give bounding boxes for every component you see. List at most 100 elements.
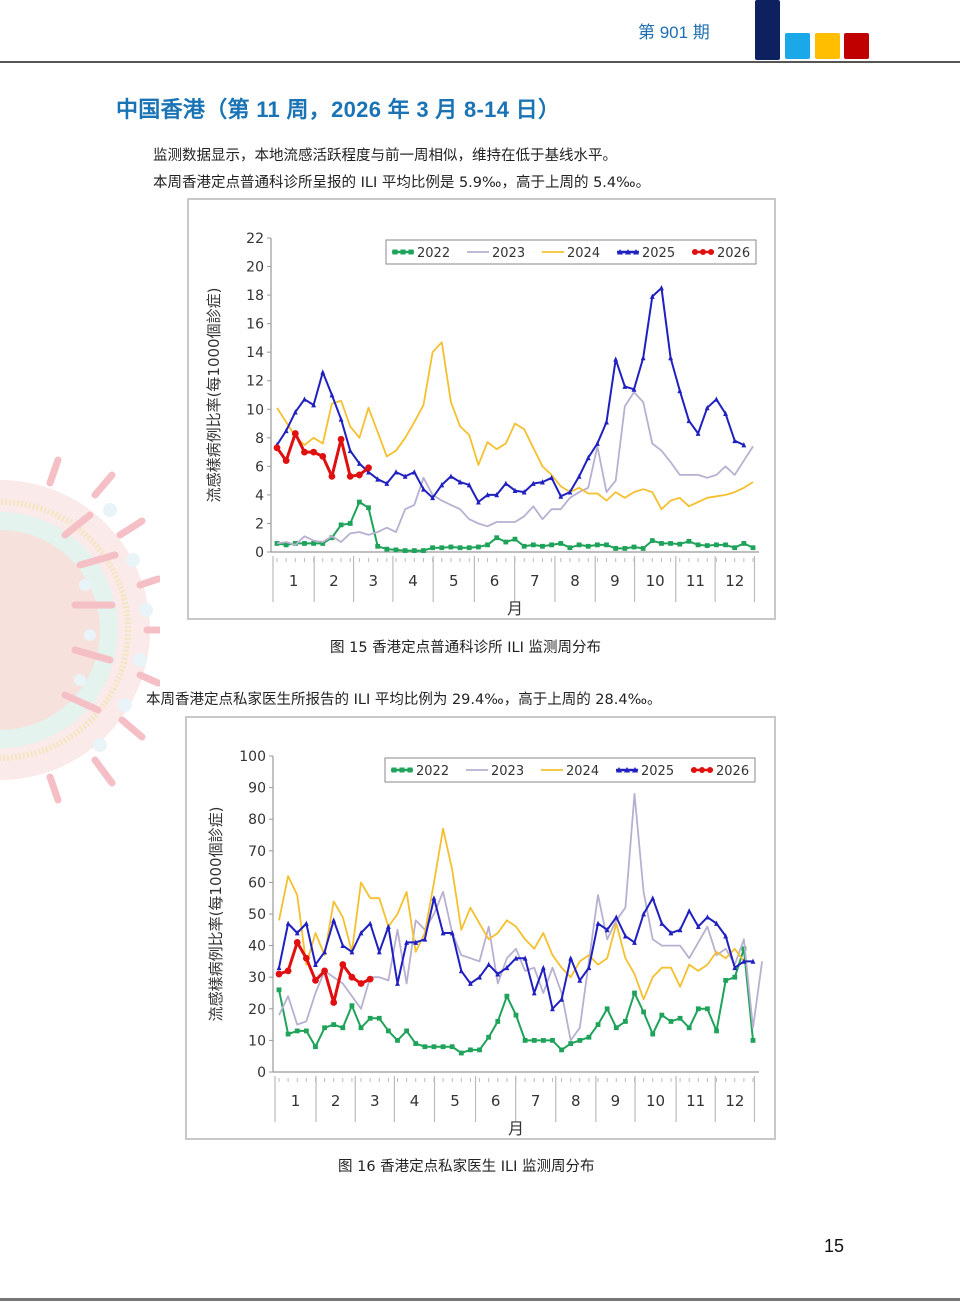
month-label: 2 [329, 572, 339, 590]
x-axis-label: 月 [508, 1119, 524, 1138]
legend-item-2024: 2024 [541, 764, 599, 779]
series-2024 [276, 341, 754, 511]
footer-divider [0, 1298, 960, 1301]
issue-number: 第 901 期 [638, 23, 710, 42]
y-tick-label: 14 [246, 345, 264, 361]
section-title: 中国香港（第 11 周，2026 年 3 月 8-14 日） [116, 97, 561, 122]
figure-16-frame: 0 10 20 30 40 50 60 70 80 90 100 1 2 3 4 5 6 7 8 9 10 11 12 月流感… [185, 716, 776, 1140]
series-2023 [276, 391, 754, 546]
y-tick-label: 2 [255, 516, 264, 532]
chart-legend: 2022 2023 2024 2025 2026 [385, 239, 757, 265]
svg-text:2026: 2026 [716, 764, 749, 779]
legend-item-2026: 2026 [691, 764, 749, 779]
logo-bar-cyan [785, 33, 810, 59]
month-label: 4 [408, 572, 418, 590]
y-tick-label: 12 [246, 374, 264, 390]
month-label: 9 [611, 1092, 621, 1110]
series-2025 [274, 285, 747, 505]
y-tick-label: 10 [246, 402, 264, 418]
month-label: 12 [725, 1092, 744, 1110]
month-label: 10 [646, 1092, 665, 1110]
y-tick-label: 0 [257, 1065, 266, 1081]
figure-15-frame: 0 2 4 6 8 10 12 14 16 18 20 22 1 2 3 4 5 6 7 8 9 10 11 12 月流感樣病例… [187, 198, 776, 620]
y-tick-label: 6 [255, 459, 264, 475]
series-2022 [274, 499, 756, 553]
y-tick-label: 40 [248, 939, 266, 955]
private-doctor-ili-paragraph: 本周香港定点私家医生所报告的 ILI 平均比例为 29.4‰，高于上周的 28.… [146, 692, 662, 708]
legend-item-2022: 2022 [392, 246, 450, 261]
series-2026 [275, 939, 374, 1006]
legend-item-2025: 2025 [617, 246, 675, 261]
summary-paragraph: 监测数据显示，本地流感活跃程度与前一周相似，维持在低于基线水平。 [153, 148, 617, 164]
y-tick-label: 60 [248, 875, 266, 891]
y-tick-label: 80 [248, 812, 266, 828]
y-axis-label: 流感樣病例比率(每1000個診症) [205, 288, 223, 503]
series-2026 [273, 430, 372, 480]
month-label: 5 [450, 1092, 460, 1110]
chart-legend: 2022 2023 2024 2025 2026 [384, 757, 756, 783]
series-2024 [278, 827, 745, 1001]
y-tick-label: 22 [246, 231, 264, 247]
svg-text:2024: 2024 [566, 764, 599, 779]
legend-item-2022: 2022 [391, 764, 449, 779]
svg-text:2025: 2025 [641, 764, 674, 779]
month-label: 1 [289, 572, 299, 590]
y-tick-label: 30 [248, 970, 266, 986]
month-label: 2 [331, 1092, 341, 1110]
svg-text:2023: 2023 [492, 246, 525, 261]
svg-text:2023: 2023 [491, 764, 524, 779]
month-label: 12 [725, 572, 744, 590]
series-2023 [278, 793, 763, 1042]
y-tick-label: 50 [248, 907, 266, 923]
figure-15-caption: 图 15 香港定点普通科诊所 ILI 监测周分布 [330, 640, 602, 656]
month-label: 4 [410, 1092, 420, 1110]
y-tick-label: 10 [248, 1033, 266, 1049]
month-label: 7 [530, 572, 540, 590]
month-label: 9 [610, 572, 620, 590]
y-tick-label: 18 [246, 288, 264, 304]
month-label: 7 [531, 1092, 541, 1110]
month-label: 11 [686, 1092, 705, 1110]
y-tick-label: 16 [246, 317, 264, 333]
month-label: 3 [368, 572, 378, 590]
month-label: 8 [571, 1092, 581, 1110]
page-number: 15 [824, 1236, 845, 1256]
y-axis-label: 流感樣病例比率(每1000個診症) [207, 807, 225, 1022]
legend-item-2024: 2024 [542, 246, 600, 261]
legend-item-2026: 2026 [692, 246, 750, 261]
svg-text:2024: 2024 [567, 246, 600, 261]
month-label: 3 [370, 1092, 380, 1110]
y-tick-label: 20 [246, 260, 264, 276]
month-label: 1 [291, 1092, 301, 1110]
legend-item-2025: 2025 [616, 764, 674, 779]
virus-illustration-icon [0, 456, 160, 804]
logo-bar-red [844, 33, 869, 59]
header-divider [0, 61, 960, 63]
x-axis-label: 月 [507, 599, 523, 618]
svg-text:2022: 2022 [416, 764, 449, 779]
logo-bar-navy [755, 0, 780, 60]
series-2025 [276, 895, 756, 1012]
month-label: 6 [490, 572, 500, 590]
y-tick-label: 4 [255, 488, 264, 504]
legend-item-2023: 2023 [466, 764, 524, 779]
series-2022 [276, 946, 756, 1056]
logo-bar-yellow [815, 33, 840, 59]
figure-16-caption: 图 16 香港定点私家医生 ILI 监测周分布 [338, 1159, 595, 1175]
gp-ili-paragraph: 本周香港定点普通科诊所呈报的 ILI 平均比例是 5.9‰，高于上周的 5.4‰… [153, 175, 651, 191]
month-label: 5 [449, 572, 459, 590]
legend-item-2023: 2023 [467, 246, 525, 261]
y-tick-label: 8 [255, 431, 264, 447]
y-tick-label: 70 [248, 844, 266, 860]
y-tick-label: 100 [239, 749, 266, 765]
month-label: 11 [686, 572, 705, 590]
y-tick-label: 0 [255, 545, 264, 561]
svg-text:2025: 2025 [642, 246, 675, 261]
y-tick-label: 90 [248, 781, 266, 797]
month-label: 8 [570, 572, 580, 590]
svg-text:2022: 2022 [417, 246, 450, 261]
month-label: 6 [491, 1092, 501, 1110]
svg-text:2026: 2026 [717, 246, 750, 261]
